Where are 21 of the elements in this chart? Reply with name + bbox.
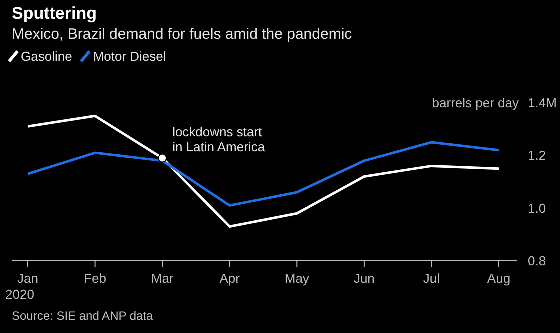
x-tick-label: Aug	[487, 271, 511, 286]
y-tick-label: 1.2	[528, 148, 546, 164]
chart-title: Sputtering	[12, 4, 97, 24]
x-tick-label: Apr	[220, 271, 241, 286]
annotation: lockdowns start in Latin America	[172, 124, 266, 154]
x-tick-label: May	[284, 271, 310, 286]
x-tick-label: Jun	[354, 271, 375, 286]
line-series	[28, 114, 499, 228]
x-tick-label: Mar	[151, 271, 174, 286]
line-series	[28, 141, 499, 207]
x-tick-label: Jan 2020	[6, 271, 38, 302]
y-tick-label: 1.0	[528, 200, 546, 216]
source-note: Source: SIE and ANP data	[12, 309, 154, 323]
y-tick-label: 0.8	[528, 254, 546, 269]
legend-label: Gasoline	[20, 49, 72, 64]
legend-label: Motor Diesel	[92, 49, 166, 64]
chart-subtitle: Mexico, Brazil demand for fuels amid the pandemic	[12, 26, 352, 43]
x-tick-label: Feb	[84, 271, 106, 286]
y-axis-title: barrels per day	[432, 96, 520, 111]
x-tick-label: Jul	[423, 271, 440, 286]
y-tick-label: 1.4M	[528, 96, 557, 111]
